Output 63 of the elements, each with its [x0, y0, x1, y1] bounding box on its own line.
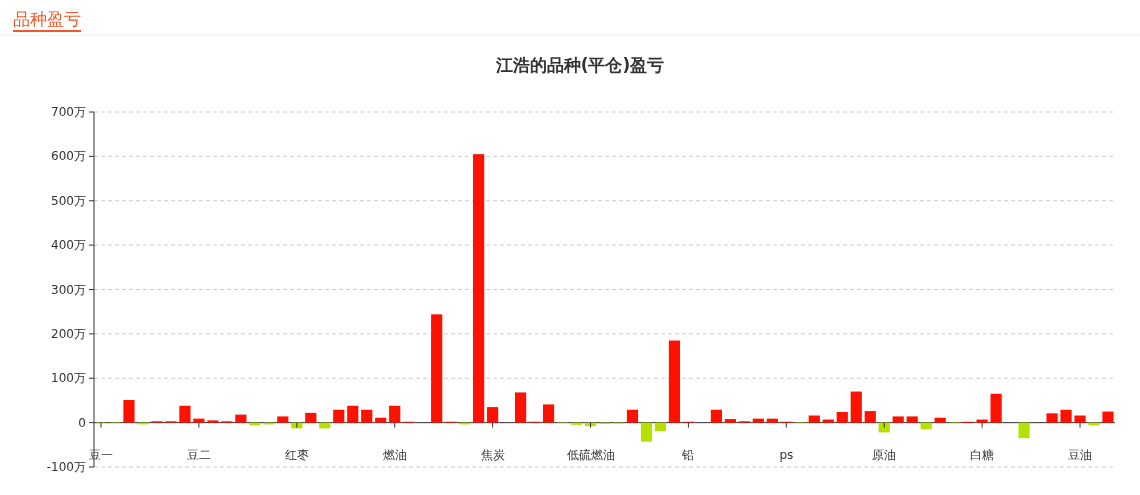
y-tick-label: 700万: [51, 105, 86, 119]
bar: [193, 418, 205, 423]
bar: [850, 391, 862, 423]
y-tick-label: 200万: [51, 326, 86, 341]
bar: [431, 314, 443, 423]
text: 品种盈亏: [13, 9, 81, 29]
bar: [487, 407, 499, 423]
bar: [892, 416, 904, 423]
x-tick-label: 豆油: [1068, 448, 1093, 462]
bar: [640, 422, 653, 442]
bar: [878, 422, 890, 433]
bar: [836, 411, 848, 423]
bar: [766, 418, 778, 423]
bar: [654, 422, 667, 432]
bar: [1060, 409, 1072, 423]
x-tick-label: 燃油: [382, 448, 407, 462]
bar: [277, 416, 289, 423]
x-tick-label: 低硫燃油: [566, 448, 615, 462]
bar: [123, 399, 135, 423]
bar: [347, 405, 359, 423]
bar: [934, 417, 946, 423]
bar: [724, 419, 736, 423]
bar: [990, 393, 1002, 423]
bar: [976, 419, 988, 423]
y-tick-label: -100万: [46, 460, 86, 474]
bar: [514, 392, 527, 423]
bar: [1046, 413, 1058, 423]
bar: [710, 409, 722, 423]
bar: [235, 414, 247, 423]
bar: [822, 419, 834, 423]
chart-title: 江浩的品种(平仓)盈亏: [494, 55, 665, 75]
y-tick-label: 300万: [51, 282, 86, 297]
y-tick-label: 100万: [51, 371, 86, 386]
x-tick-label: 豆二: [186, 448, 211, 462]
bar: [906, 416, 918, 423]
x-tick-label: 豆一: [88, 448, 113, 462]
x-tick-label: 原油: [872, 448, 897, 462]
bar: [375, 417, 387, 423]
bar: [179, 405, 191, 423]
bar: [207, 420, 219, 423]
bar: [864, 411, 876, 423]
y-tick-label: 600万: [51, 149, 86, 164]
bar: [626, 409, 639, 423]
x-tick-label: 铅: [681, 448, 695, 462]
x-tick-label: 红枣: [284, 448, 309, 462]
y-tick-label: 0: [78, 415, 86, 430]
bar: [305, 412, 317, 423]
bar: [752, 418, 764, 423]
bar: [389, 405, 401, 423]
bar: [542, 404, 555, 423]
y-tick-label: 500万: [51, 193, 86, 208]
bar: [1018, 422, 1030, 439]
x-tick-label: 白糖: [970, 448, 995, 462]
bar: [333, 409, 345, 423]
bar: [1102, 411, 1114, 423]
x-tick-label: 焦炭: [480, 448, 505, 462]
bar: [361, 409, 373, 423]
x-tick-label: ps: [779, 448, 794, 462]
y-tick-label: 400万: [51, 238, 86, 253]
bar: [668, 340, 681, 423]
bar: [473, 154, 485, 423]
bar: [808, 415, 820, 423]
bar: [1074, 415, 1086, 423]
